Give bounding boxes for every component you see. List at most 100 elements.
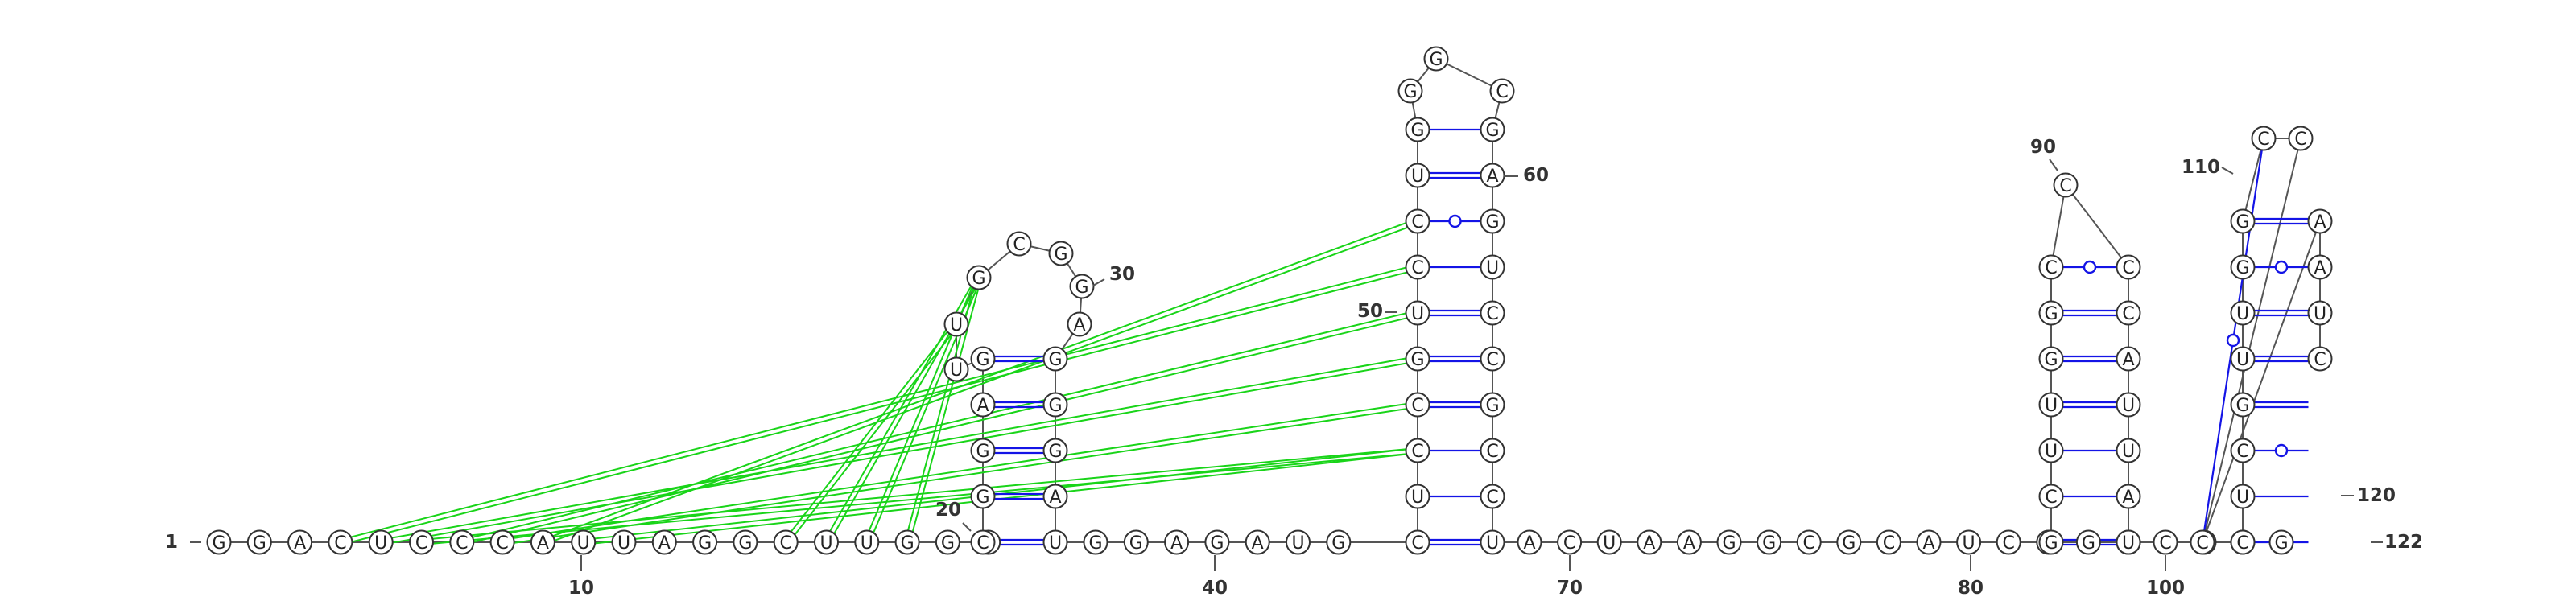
nucleotide-letter: G (1129, 533, 1143, 554)
nucleotide-letter: A (2314, 212, 2326, 233)
nucleotide-letter: C (496, 533, 508, 554)
nucleotide-letter: C (2045, 488, 2057, 508)
position-label-50: 50 (1357, 301, 1383, 322)
nucleotide-circle (733, 529, 758, 555)
nucleotide-18: G (894, 529, 920, 555)
nucleotide-44: G (1326, 529, 1352, 555)
nucleotide-circle (2288, 126, 2314, 151)
nucleotide-circle (2116, 529, 2141, 555)
nucleotide-circle (2307, 254, 2333, 280)
nucleotide-82: G (2075, 529, 2101, 555)
nucleotide-circle (1517, 529, 1542, 555)
pseudoknot-interaction (502, 405, 1418, 545)
nucleotide-115: A (2307, 254, 2333, 280)
nucleotide-letter: C (1496, 82, 1508, 102)
nucleotide-letter: G (1485, 212, 1499, 233)
nucleotide-circle (1405, 484, 1430, 509)
nucleotide-letter: U (1411, 304, 1424, 324)
nucleotide-86: U (2038, 438, 2064, 463)
nucleotide-letter: C (1013, 235, 1025, 255)
nucleotide-circle (1676, 529, 1702, 555)
nucleotide-87: U (2038, 392, 2064, 418)
nucleotide-circle (2116, 300, 2141, 326)
nucleotide-circle (651, 529, 677, 555)
nucleotide-letter: G (1048, 396, 1062, 416)
nucleotide-61: U (1480, 254, 1505, 280)
nucleotide-47: C (1405, 438, 1430, 463)
nucleotide-circle (1042, 484, 1068, 509)
nucleotide-70: U (1596, 529, 1622, 555)
nucleotide-circle (970, 346, 996, 372)
nucleotide-letter: G (2274, 533, 2288, 554)
nucleotide-letter: G (1210, 533, 1224, 554)
nucleotide-50: U (1405, 300, 1430, 326)
nucleotide-circle (2230, 300, 2256, 326)
nucleotide-77: C (1876, 529, 1901, 555)
nucleotide-letter: U (950, 360, 963, 381)
nucleotide-circle (1405, 117, 1430, 142)
backbone-segment (2065, 184, 2129, 268)
nucleotide-71: A (1637, 529, 1662, 555)
pseudoknot-interaction (381, 360, 1418, 545)
nucleotide-letter: A (1049, 488, 1061, 508)
nucleotide-letter: A (2122, 488, 2134, 508)
nucleotide-letter: C (1563, 533, 1575, 554)
nucleotide-circle (1405, 208, 1430, 234)
nucleotide-letter: C (2122, 258, 2134, 278)
nucleotide-7: C (449, 529, 475, 555)
nucleotide-circle (1480, 529, 1505, 555)
nucleotide-letter: U (1486, 258, 1499, 278)
pseudoknot-interaction (542, 218, 1418, 541)
nucleotide-letter: U (1049, 533, 1062, 554)
nucleotide-79: U (1956, 529, 1982, 555)
nucleotide-circle (2038, 254, 2064, 280)
nucleotide-circle (328, 529, 353, 555)
nucleotide-circle (2190, 529, 2215, 555)
nucleotide-circle (1326, 529, 1352, 555)
nucleotide-circle (2075, 529, 2101, 555)
nucleotide-circle (1397, 78, 1423, 104)
nucleotide-66: C (1480, 484, 1505, 509)
nucleotide-letter: U (617, 533, 630, 554)
nucleotide-10: U (571, 529, 597, 555)
nucleotide-106: G (2230, 392, 2256, 418)
nucleotide-circle (489, 529, 515, 555)
nucleotide-circle (1757, 529, 1782, 555)
nucleotide-84: G (2038, 529, 2064, 555)
nucleotide-111: C (2251, 126, 2277, 151)
nucleotide-circle (1048, 241, 1074, 266)
nucleotide-letter: C (1411, 442, 1423, 462)
nucleotide-60: G (1480, 208, 1505, 234)
nucleotide-letter: G (976, 350, 989, 370)
nucleotide-letter: G (1410, 121, 1424, 141)
nucleotide-letter: U (2314, 304, 2326, 324)
nucleotide-letter: U (1963, 533, 1975, 554)
nucleotide-circle (2230, 484, 2256, 509)
nucleotide-circle (1480, 484, 1505, 509)
nucleotide-40: A (1164, 529, 1190, 555)
nucleotide-letter: G (972, 269, 985, 289)
nucleotide-16: U (814, 529, 839, 555)
nucleotide-96: U (2116, 438, 2141, 463)
nucleotide-58: G (1480, 117, 1505, 142)
tick-110 (2221, 167, 2234, 175)
nucleotide-57: C (1489, 78, 1515, 104)
wobble-pair-marker (2274, 443, 2289, 458)
nucleotide-letter: U (2122, 442, 2135, 462)
nucleotide-circle (2230, 392, 2256, 418)
nucleotide-letter: C (2196, 533, 2208, 554)
nucleotide-letter: G (1762, 533, 1776, 554)
nucleotide-35: G (1042, 438, 1068, 463)
pseudoknot-interaction (460, 310, 1418, 541)
nucleotide-circle (368, 529, 394, 555)
nucleotide-circle (2116, 392, 2141, 418)
nucleotide-letter: G (976, 488, 989, 508)
nucleotide-letter: A (537, 533, 549, 554)
nucleotide-letter: G (2235, 396, 2249, 416)
nucleotide-32: A (1067, 311, 1092, 337)
nucleotide-74: G (1757, 529, 1782, 555)
nucleotide-56: G (1423, 46, 1449, 72)
nucleotide-letter: G (1048, 350, 1062, 370)
nucleotide-97: A (2116, 484, 2141, 509)
